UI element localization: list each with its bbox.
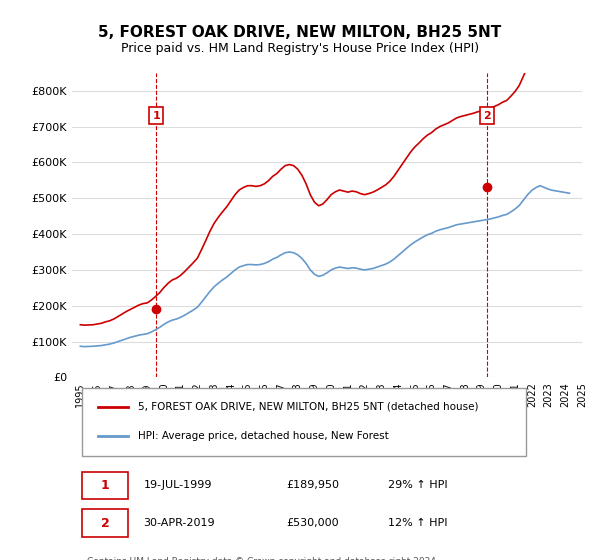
FancyBboxPatch shape bbox=[82, 472, 128, 499]
Text: 2: 2 bbox=[101, 516, 110, 530]
Text: 12% ↑ HPI: 12% ↑ HPI bbox=[388, 518, 448, 528]
Text: 1: 1 bbox=[101, 479, 110, 492]
Text: 30-APR-2019: 30-APR-2019 bbox=[143, 518, 215, 528]
Text: 1: 1 bbox=[152, 111, 160, 121]
Text: 5, FOREST OAK DRIVE, NEW MILTON, BH25 5NT: 5, FOREST OAK DRIVE, NEW MILTON, BH25 5N… bbox=[98, 25, 502, 40]
FancyBboxPatch shape bbox=[82, 388, 526, 456]
Text: 2: 2 bbox=[484, 111, 491, 121]
Text: 19-JUL-1999: 19-JUL-1999 bbox=[143, 480, 212, 491]
Text: 5, FOREST OAK DRIVE, NEW MILTON, BH25 5NT (detached house): 5, FOREST OAK DRIVE, NEW MILTON, BH25 5N… bbox=[139, 402, 479, 412]
Text: Price paid vs. HM Land Registry's House Price Index (HPI): Price paid vs. HM Land Registry's House … bbox=[121, 42, 479, 55]
Text: 29% ↑ HPI: 29% ↑ HPI bbox=[388, 480, 448, 491]
Text: £189,950: £189,950 bbox=[286, 480, 339, 491]
Text: £530,000: £530,000 bbox=[286, 518, 339, 528]
Text: Contains HM Land Registry data © Crown copyright and database right 2024.
This d: Contains HM Land Registry data © Crown c… bbox=[88, 557, 439, 560]
Text: HPI: Average price, detached house, New Forest: HPI: Average price, detached house, New … bbox=[139, 431, 389, 441]
FancyBboxPatch shape bbox=[82, 510, 128, 537]
